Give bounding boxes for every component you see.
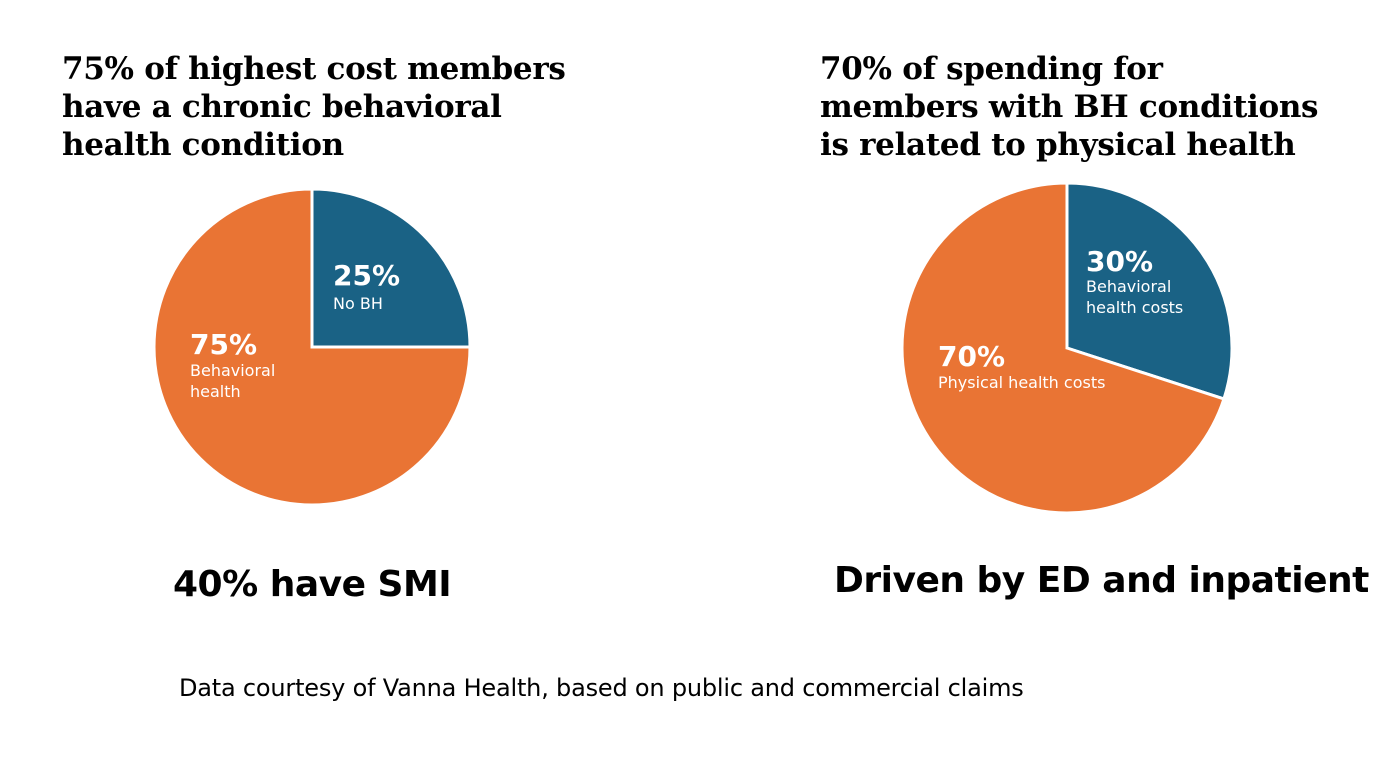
slice-description-label: health costs xyxy=(1086,298,1183,317)
chart-title-line: members with BH conditions xyxy=(820,89,1319,125)
pie-slice xyxy=(1065,181,1234,401)
slice-description-label: No BH xyxy=(333,294,383,313)
chart-title-line: 75% of highest cost members xyxy=(62,51,566,87)
slice-description-label: Behavioral xyxy=(190,361,275,380)
chart-title-line: is related to physical health xyxy=(820,127,1296,163)
pie-chart-right: 30%Behavioral health costs 70%Physical hea… xyxy=(900,181,1234,515)
slice-percent-label: 75% xyxy=(190,328,257,361)
slice-percent-label: 30% xyxy=(1086,245,1153,278)
chart-title-right: 70% of spending for members with BH cond… xyxy=(820,50,1360,164)
slice-description-label: Physical health costs xyxy=(938,373,1105,392)
slice-description-label: health xyxy=(190,382,241,401)
chart-title-line: have a chronic behavioral xyxy=(62,89,502,125)
slice-percent-label: 70% xyxy=(938,340,1005,373)
pie-slice xyxy=(900,181,1226,515)
summary-right: Driven by ED and inpatient xyxy=(834,560,1369,601)
slice-description-label: Behavioral xyxy=(1086,277,1171,296)
pie-slice xyxy=(152,187,472,507)
pie-chart-left: 25% No BH 75%Behavioral health xyxy=(152,187,472,507)
pie-slice xyxy=(310,187,472,349)
summary-left: 40% have SMI xyxy=(173,564,452,605)
footnote: Data courtesy of Vanna Health, based on … xyxy=(179,674,1024,702)
slice-percent-label: 25% xyxy=(333,259,400,292)
chart-title-line: 70% of spending for xyxy=(820,51,1163,87)
chart-title-line: health condition xyxy=(62,127,344,163)
chart-title-left: 75% of highest cost members have a chron… xyxy=(62,50,622,164)
